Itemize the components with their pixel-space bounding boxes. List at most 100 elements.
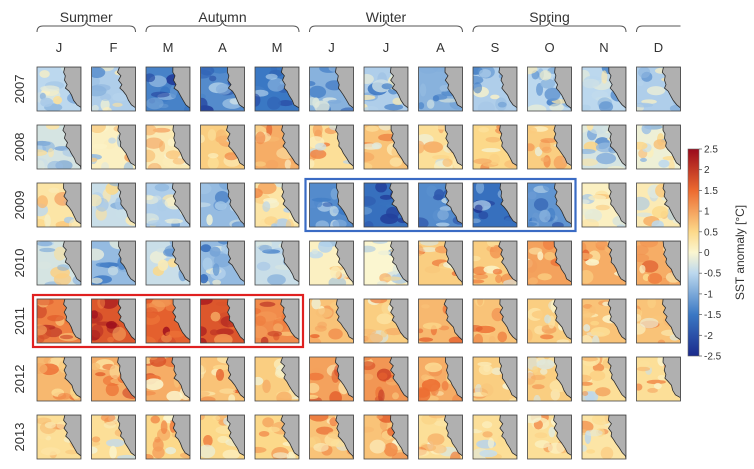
anomaly-patch [311, 248, 319, 255]
anomaly-patch [91, 446, 98, 454]
cell-frame [200, 66, 245, 112]
anomaly-patch [364, 162, 373, 169]
season-group: Summer [36, 9, 136, 33]
anomaly-patch [533, 394, 541, 401]
anomaly-patch [439, 85, 450, 92]
land-mask [608, 183, 626, 227]
anomaly-patch [493, 244, 501, 253]
anomaly-patch [39, 247, 56, 253]
anomaly-patch [582, 199, 590, 205]
land-mask [389, 299, 408, 343]
anomaly-patch [255, 161, 266, 167]
land-mask [444, 67, 463, 111]
anomaly-patch [595, 387, 611, 397]
anomaly-patch [309, 394, 319, 400]
land-mask [62, 125, 81, 169]
anomaly-patch [527, 127, 538, 134]
year-label: 2009 [12, 191, 27, 220]
season-header: Summer Autumn Winter Spring [36, 9, 681, 33]
colorbar-tick-label: -1 [704, 289, 713, 300]
anomaly-patch [509, 398, 517, 401]
anomaly-patch [154, 436, 161, 443]
anomaly-patch [115, 197, 122, 211]
anomaly-map-cell [91, 66, 136, 112]
anomaly-patch [376, 313, 393, 325]
anomaly-patch [148, 357, 158, 360]
anomaly-patch [473, 82, 483, 94]
colorbar-tick-label: -2.5 [704, 352, 722, 363]
anomaly-patch [309, 372, 324, 381]
anomaly-patch [91, 75, 100, 88]
season-label: Spring [529, 9, 569, 25]
anomaly-patch [636, 80, 644, 87]
anomaly-patch [212, 263, 220, 276]
anomaly-patch [364, 361, 376, 371]
land-mask [226, 67, 245, 111]
anomaly-patch [586, 449, 596, 454]
land-mask [390, 415, 408, 459]
cell-frame [472, 182, 518, 228]
anomaly-patch [544, 314, 551, 324]
anomaly-patch [426, 99, 435, 109]
anomaly-patch [527, 415, 542, 424]
anomaly-map-cell [200, 66, 245, 112]
anomaly-patch [487, 437, 495, 449]
anomaly-patch [442, 158, 453, 167]
cell-frame [581, 356, 627, 402]
anomaly-patch [553, 155, 568, 169]
anomaly-patch [380, 329, 388, 338]
anomaly-patch [151, 299, 172, 308]
anomaly-patch [37, 304, 47, 319]
cell-frame [309, 182, 354, 228]
land-mask [117, 357, 136, 401]
cell-frame [581, 414, 627, 460]
anomaly-map-cell [309, 298, 354, 344]
anomaly-patch [146, 307, 158, 319]
anomaly-patch [313, 442, 329, 452]
anomaly-patch [212, 364, 230, 371]
cell-frame [91, 414, 136, 460]
cell-frame [309, 414, 354, 460]
anomaly-patch [548, 426, 556, 438]
anomaly-map-cell [200, 298, 245, 344]
cell-frame [91, 182, 136, 228]
cell-frame [36, 414, 82, 460]
anomaly-patch [47, 314, 65, 322]
anomaly-patch [377, 250, 391, 256]
anomaly-patch [588, 125, 609, 135]
anomaly-patch [527, 191, 537, 200]
colorbar-tick-label: 1.5 [704, 186, 718, 197]
anomaly-patch [47, 160, 64, 169]
anomaly-patch [102, 107, 112, 111]
cell-frame [418, 182, 463, 228]
anomaly-patch [165, 447, 177, 455]
land-mask [607, 415, 626, 459]
anomaly-patch [583, 324, 591, 332]
cell-frame [309, 298, 354, 344]
anomaly-map-cell [472, 66, 518, 112]
anomaly-patch [586, 125, 594, 131]
anomaly-patch [255, 131, 266, 145]
anomaly-patch [582, 78, 600, 89]
anomaly-patch [647, 388, 658, 393]
anomaly-patch [534, 440, 550, 449]
land-mask [117, 67, 136, 111]
anomaly-map-cell [581, 298, 627, 344]
cell-frame [581, 298, 627, 344]
anomaly-patch [37, 195, 48, 209]
anomaly-patch [91, 362, 101, 371]
anomaly-patch [419, 247, 439, 253]
anomaly-patch [473, 255, 481, 262]
anomaly-patch [271, 223, 278, 227]
anomaly-patch [437, 209, 449, 221]
land-mask [117, 299, 136, 343]
anomaly-patch [45, 125, 60, 130]
anomaly-patch [146, 390, 156, 396]
anomaly-patch [527, 259, 538, 273]
anomaly-patch [165, 150, 181, 160]
anomaly-patch [214, 201, 227, 211]
land-mask [225, 357, 245, 401]
land-mask [389, 357, 408, 401]
anomaly-patch [255, 308, 261, 315]
